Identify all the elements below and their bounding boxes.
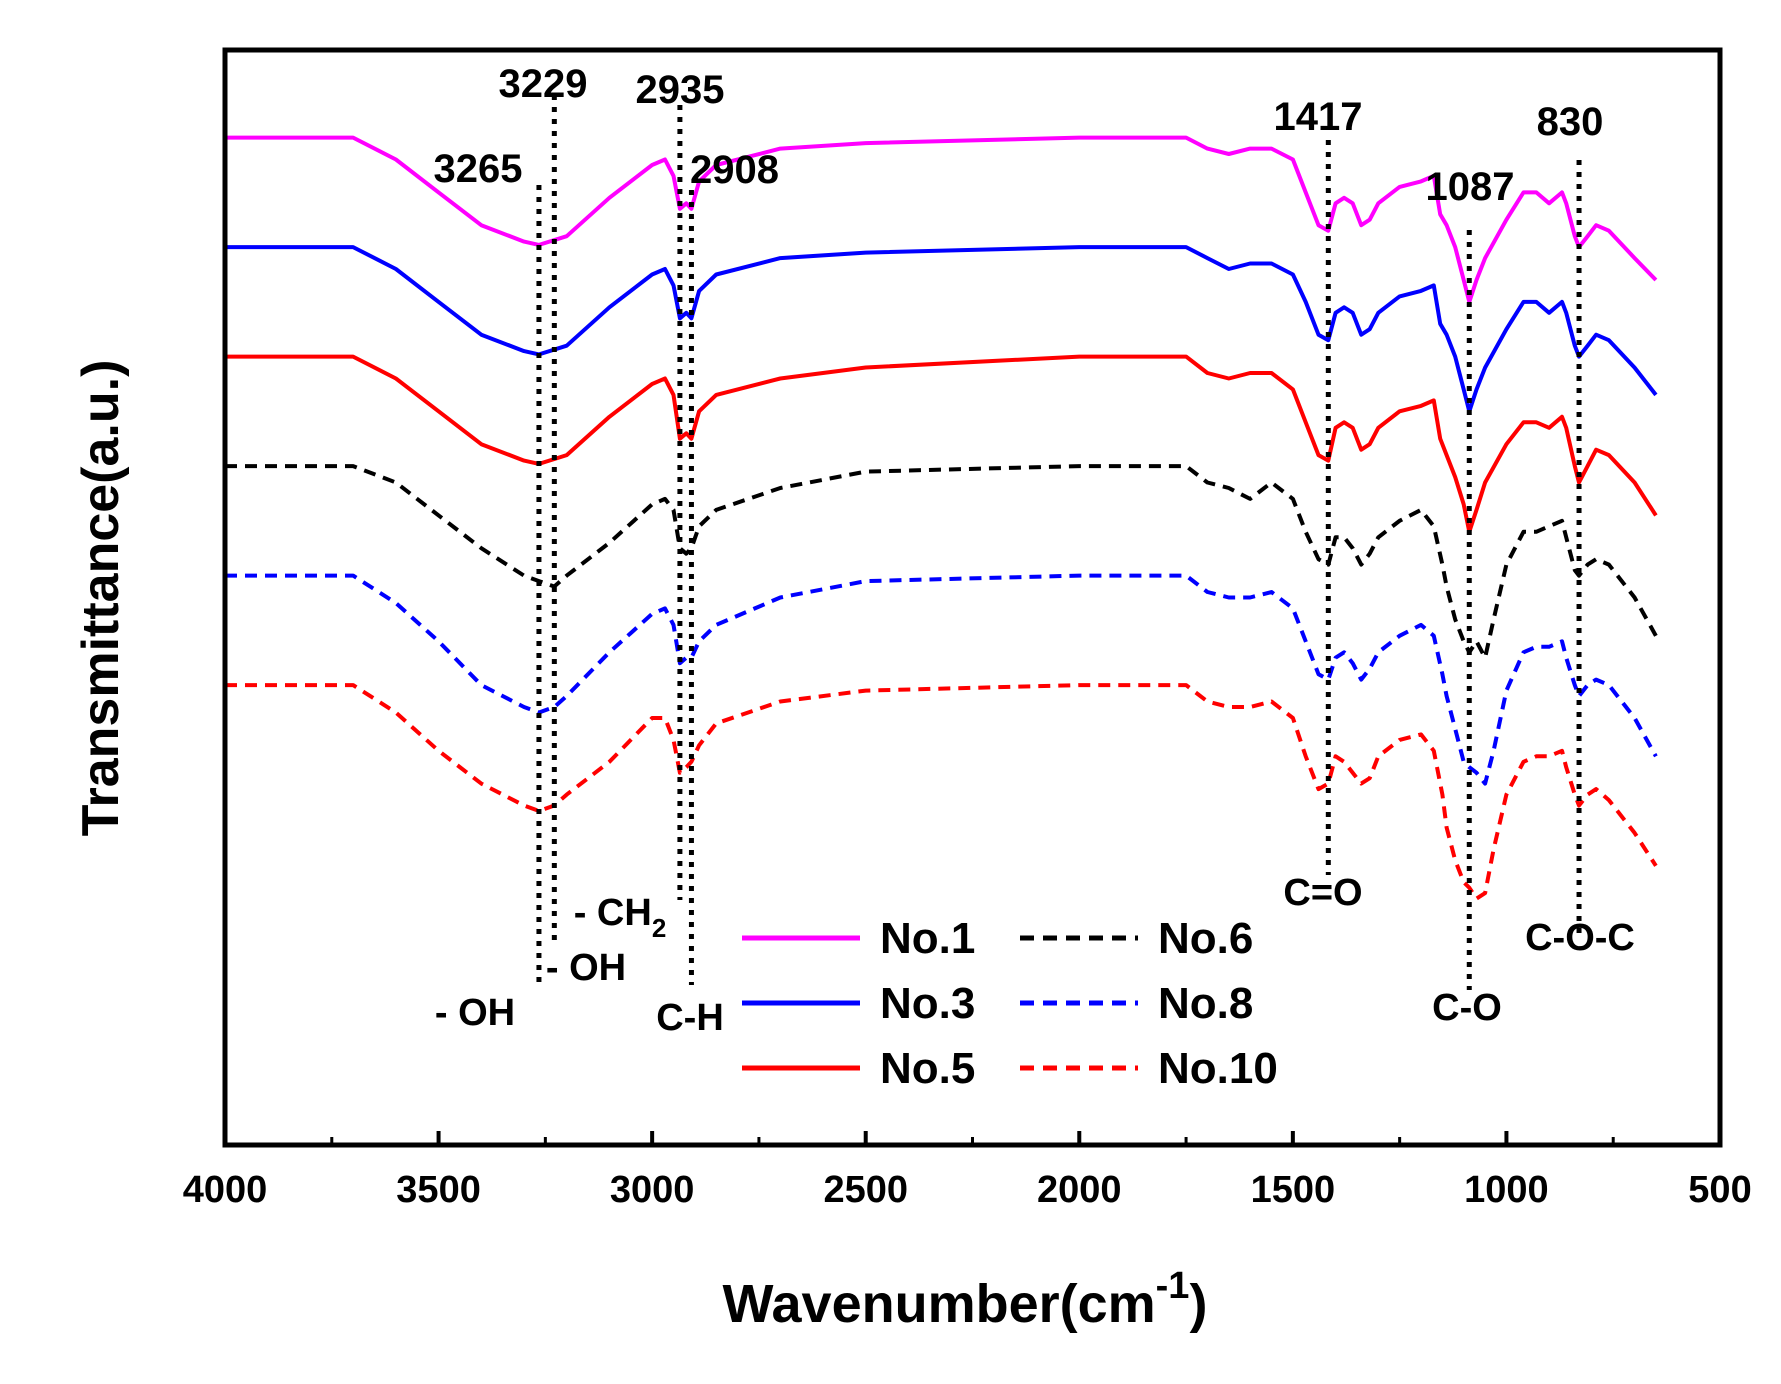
legend-label-no-8: No.8 — [1158, 979, 1253, 1028]
x-tick-label-3000: 3000 — [610, 1169, 695, 1211]
series-line-no-8 — [225, 573, 1658, 786]
y-axis-title: Transmittance(a.u.) — [72, 360, 130, 837]
group-label-3265: - OH — [435, 992, 515, 1034]
series-line-no-1 — [225, 135, 1658, 304]
legend-label-no-1: No.1 — [880, 914, 975, 963]
series-line-no-10 — [225, 683, 1658, 901]
series-line-no-5 — [225, 354, 1658, 534]
legend-label-no-6: No.6 — [1158, 914, 1253, 963]
legend-label-no-3: No.3 — [880, 979, 975, 1028]
x-tick-label-1500: 1500 — [1251, 1169, 1336, 1211]
legend-label-no-5: No.5 — [880, 1044, 975, 1093]
x-tick-label-2000: 2000 — [1037, 1169, 1122, 1211]
x-axis-title-main: Wavenumber(cm — [723, 1274, 1156, 1334]
series-line-no-3 — [225, 245, 1658, 414]
series-line-no-6 — [225, 464, 1658, 660]
x-tick-label-2500: 2500 — [823, 1169, 908, 1211]
peak-label-3265: 3265 — [434, 147, 523, 191]
x-axis-title-close: ) — [1189, 1274, 1207, 1334]
group-label-830: C-O-C — [1525, 917, 1635, 959]
x-tick-layer: 4000 3500 3000 2500 2000 1500 1000 500 — [183, 1131, 1752, 1211]
peak-label-2908: 2908 — [690, 148, 779, 192]
group-label-2935: - CH2 — [574, 892, 667, 943]
x-tick-label-500: 500 — [1688, 1169, 1751, 1211]
peak-label-3229: 3229 — [499, 62, 588, 106]
x-axis-title-superscript: -1 — [1156, 1265, 1190, 1307]
peak-label-1087: 1087 — [1426, 165, 1515, 209]
legend: No.1 No.6 No.3 No.8 No.5 No.10 — [742, 914, 1278, 1093]
group-label-1087: C-O — [1432, 987, 1502, 1029]
x-axis-title: Wavenumber(cm-1) — [723, 1265, 1208, 1334]
peak-marker-layer: 3265 - OH 3229 - OH 2935 - CH2 2908 C-H 1417 C=O 1… — [434, 62, 1635, 1039]
peak-label-2935: 2935 — [636, 68, 725, 112]
legend-label-no-10: No.10 — [1158, 1044, 1278, 1093]
peak-label-830: 830 — [1537, 100, 1604, 144]
peak-label-1417: 1417 — [1274, 95, 1363, 139]
group-label-2908: C-H — [656, 997, 724, 1039]
x-tick-label-3500: 3500 — [396, 1169, 481, 1211]
group-label-1417: C=O — [1283, 872, 1362, 914]
x-tick-label-4000: 4000 — [183, 1169, 268, 1211]
group-label-3229: - OH — [546, 947, 626, 989]
series-layer — [225, 135, 1658, 901]
x-tick-label-1000: 1000 — [1464, 1169, 1549, 1211]
